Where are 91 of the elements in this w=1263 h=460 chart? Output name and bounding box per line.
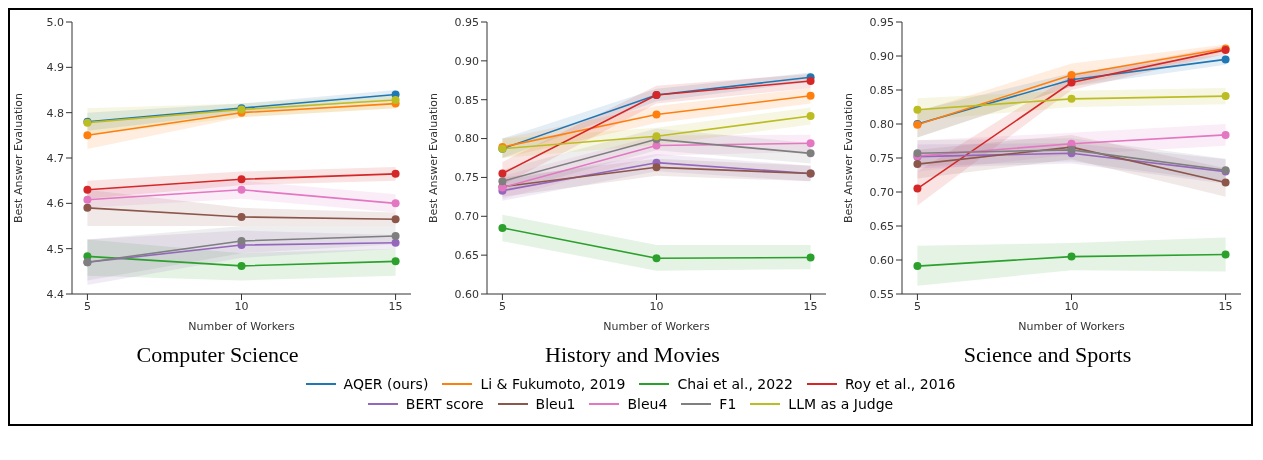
y-tick-label: 4.6 — [46, 197, 64, 211]
point — [498, 169, 507, 178]
point — [391, 257, 400, 266]
x-tick-label: 10 — [234, 299, 249, 313]
x-axis-title: Number of Workers — [188, 320, 295, 333]
point — [806, 112, 815, 121]
point — [652, 110, 661, 119]
y-tick-label: 0.85 — [869, 83, 894, 97]
point — [913, 105, 922, 114]
x-tick-label: 5 — [83, 299, 91, 313]
x-axis-title: Number of Workers — [1018, 320, 1125, 333]
x-tick-label: 5 — [498, 299, 506, 313]
y-tick-label: 0.70 — [869, 185, 894, 199]
point — [1067, 252, 1076, 261]
y-tick-label: 0.85 — [454, 93, 479, 107]
legend-label: BERT score — [405, 396, 484, 412]
point — [391, 231, 400, 240]
point — [652, 254, 661, 263]
x-tick-label: 15 — [1218, 299, 1233, 313]
legend-label: LLM as a Judge — [788, 396, 894, 412]
point — [83, 131, 92, 140]
legend-label: Li & Fukumoto, 2019 — [480, 376, 626, 392]
y-tick-label: 0.60 — [454, 287, 479, 301]
y-tick-label: 4.7 — [46, 151, 64, 165]
y-tick-label: 4.9 — [46, 61, 64, 75]
point — [1221, 92, 1230, 101]
legend-label: AQER (ours) — [343, 376, 429, 392]
y-tick-label: 0.75 — [869, 151, 894, 165]
point — [913, 184, 922, 193]
point — [1221, 130, 1230, 139]
point — [498, 177, 507, 186]
point — [237, 185, 246, 194]
y-tick-label: 0.70 — [454, 210, 479, 224]
point — [806, 91, 815, 100]
x-tick-label: 10 — [1064, 299, 1079, 313]
point — [237, 261, 246, 270]
y-tick-label: 4.8 — [46, 106, 64, 120]
y-tick-label: 0.80 — [869, 117, 894, 131]
legend-label: Bleu1 — [535, 396, 576, 412]
y-tick-label: 0.65 — [454, 249, 479, 263]
x-tick-label: 10 — [649, 299, 664, 313]
x-tick-label: 15 — [803, 299, 818, 313]
point — [391, 215, 400, 224]
point — [913, 262, 922, 271]
point — [391, 238, 400, 247]
point — [806, 139, 815, 148]
x-axis-title: Number of Workers — [603, 320, 710, 333]
text: Science and Sports — [963, 342, 1132, 368]
y-tick-label: 0.95 — [454, 15, 479, 29]
y-tick-label: 0.90 — [454, 54, 479, 68]
point — [237, 212, 246, 221]
y-axis-title: Best Answer Evaluation — [426, 93, 440, 223]
legend-label: Roy et al., 2016 — [844, 376, 956, 392]
point — [391, 95, 400, 104]
legend-label: Chai et al., 2022 — [677, 376, 793, 392]
point — [83, 203, 92, 212]
point — [913, 160, 922, 169]
point — [391, 199, 400, 208]
y-axis-title: Best Answer Evaluation — [841, 93, 855, 223]
text: History and Movies — [545, 342, 720, 368]
y-tick-label: 0.60 — [869, 253, 894, 267]
y-tick-label: 0.55 — [869, 287, 894, 301]
point — [1067, 71, 1076, 80]
x-tick-label: 15 — [388, 299, 403, 313]
y-tick-label: 4.4 — [46, 287, 64, 301]
y-axis-title: Best Answer Evaluation — [11, 93, 25, 223]
point — [806, 253, 815, 262]
point — [806, 77, 815, 86]
y-tick-label: 4.5 — [46, 242, 64, 256]
point — [83, 185, 92, 194]
point — [237, 175, 246, 184]
y-tick-label: 5.0 — [46, 15, 64, 29]
y-tick-label: 0.65 — [869, 219, 894, 233]
point — [806, 149, 815, 158]
point — [1221, 55, 1230, 64]
point — [83, 195, 92, 204]
y-tick-label: 0.80 — [454, 132, 479, 146]
point — [498, 223, 507, 232]
point — [237, 236, 246, 245]
text: Computer Science — [136, 342, 299, 368]
y-tick-label: 0.75 — [454, 171, 479, 185]
x-tick-label: 5 — [913, 299, 921, 313]
y-tick-label: 0.95 — [869, 15, 894, 29]
point — [1221, 178, 1230, 187]
point — [1067, 94, 1076, 103]
point — [1221, 250, 1230, 259]
point — [652, 163, 661, 172]
legend-label: F1 — [719, 396, 737, 412]
point — [391, 169, 400, 178]
y-tick-label: 0.90 — [869, 49, 894, 63]
legend-label: Bleu4 — [627, 396, 668, 412]
